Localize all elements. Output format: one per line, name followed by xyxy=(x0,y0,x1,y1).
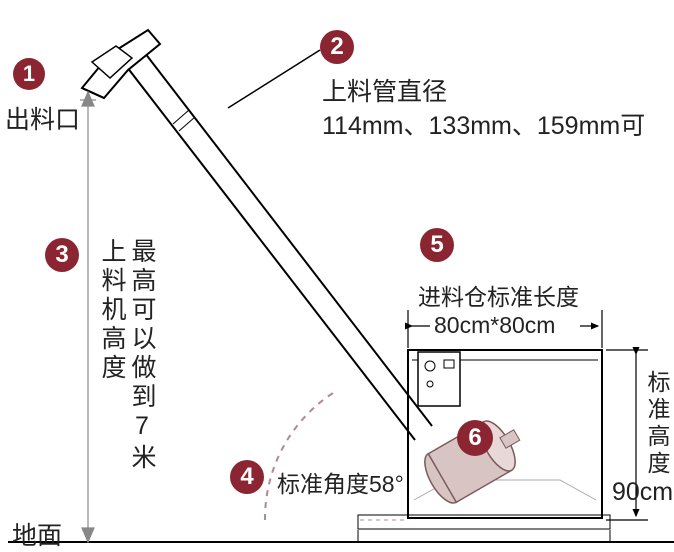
label-tube-diameter-1: 上料管直径 xyxy=(322,72,447,108)
label-angle: 标准角度58° xyxy=(277,465,404,499)
badge-5: 5 xyxy=(420,228,454,262)
leader-2 xyxy=(228,50,320,108)
badge-1: 1 xyxy=(13,58,45,90)
label-std-height-1: 标准高度 xyxy=(640,370,674,478)
label-feeder-height-2: 最高可以做到7米 xyxy=(124,238,160,473)
angle-arc xyxy=(265,393,333,520)
label-outlet: 出料口 xyxy=(5,100,80,136)
badge-4: 4 xyxy=(230,460,264,494)
label-std-height-2: 90cm xyxy=(612,478,673,507)
tube-in-hopper xyxy=(408,426,432,432)
label-tube-diameter-2: 114mm、133mm、159mm可 xyxy=(322,106,645,142)
badge-2: 2 xyxy=(320,30,354,64)
label-ground: 地面 xyxy=(12,516,62,552)
outlet xyxy=(82,30,160,98)
badge-3: 3 xyxy=(45,238,79,272)
badge-6: 6 xyxy=(457,420,493,456)
label-hopper-length-2: 80cm*80cm xyxy=(434,312,555,339)
label-hopper-length-1: 进料仓标准长度 xyxy=(418,278,579,312)
